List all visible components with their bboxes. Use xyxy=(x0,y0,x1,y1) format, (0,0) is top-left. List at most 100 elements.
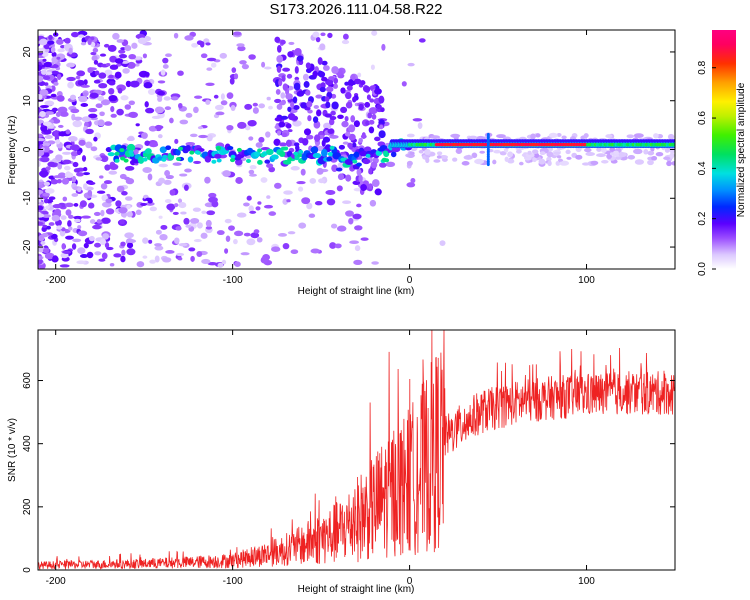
spectrogram-cell xyxy=(329,145,335,150)
spectrogram-cell xyxy=(276,103,283,110)
spectrogram-cell xyxy=(282,83,288,91)
spectrogram-cell xyxy=(59,229,66,237)
spectrogram-cell xyxy=(268,211,277,216)
spectrogram-cell xyxy=(290,101,295,109)
spectrogram-cell xyxy=(51,116,58,121)
y-tick-label: 20 xyxy=(22,46,33,58)
spectrogram-cell xyxy=(486,132,490,137)
spectrogram-cell xyxy=(341,120,349,128)
spectrogram-cell xyxy=(651,155,658,161)
spectrogram-cell xyxy=(479,150,486,154)
spectrogram-cell xyxy=(268,105,273,110)
spectrogram-cell xyxy=(178,202,187,209)
spectrogram-cell xyxy=(62,250,72,255)
spectrogram-cell xyxy=(335,167,343,172)
spectrogram-cell xyxy=(55,139,61,145)
spectrogram-cell xyxy=(436,155,442,159)
spectrogram-cell xyxy=(56,73,62,80)
spectrogram-cell xyxy=(260,177,268,183)
spectrogram-cell xyxy=(667,133,675,140)
spectrogram-cell xyxy=(99,238,107,246)
spectrogram-cell xyxy=(165,145,172,151)
spectrogram-cell xyxy=(345,174,352,182)
spectrogram-cell xyxy=(282,67,291,72)
spectrogram-cell xyxy=(280,92,286,99)
spectrogram-cell xyxy=(406,133,415,138)
spectrogram-cell xyxy=(260,153,266,157)
spectrogram-cell xyxy=(60,215,67,220)
spectrogram-cell xyxy=(142,237,149,244)
spectrogram-cell xyxy=(95,157,103,161)
spectrogram-cell xyxy=(237,45,246,52)
spectrogram-cell xyxy=(67,220,72,228)
spectrogram-cell xyxy=(115,200,122,207)
spectrogram-cell xyxy=(100,99,111,106)
spectrogram-cell xyxy=(38,184,45,189)
spectrogram-cell xyxy=(185,224,192,228)
spectrogram-cell xyxy=(119,148,125,153)
spectrogram-cell xyxy=(344,131,351,137)
spectrogram-cell xyxy=(189,217,200,224)
spectrogram-cell xyxy=(122,68,130,74)
spectrogram-cell xyxy=(42,58,47,62)
spectrogram-cell xyxy=(342,141,349,145)
spectrogram-cell xyxy=(248,169,255,175)
spectrogram-cell xyxy=(455,148,463,154)
spectrogram-cell xyxy=(157,134,163,139)
spectrogram-cell xyxy=(255,206,261,211)
spectrogram-cell xyxy=(326,156,333,162)
x-tick-label: -100 xyxy=(223,576,243,587)
spectrogram-cell xyxy=(337,114,344,120)
spectrogram-cell xyxy=(207,262,218,266)
spectrogram-cell xyxy=(48,222,55,226)
spectrogram-cell xyxy=(348,133,356,141)
spectrogram-cell xyxy=(62,151,72,155)
spectrogram-cell xyxy=(183,217,190,225)
spectrogram-cell xyxy=(290,166,300,171)
spectrogram-cell xyxy=(98,258,106,262)
spectrogram-cell xyxy=(128,53,137,60)
spectrogram-cell xyxy=(59,264,70,268)
spectrogram-cell xyxy=(142,255,148,259)
spectrogram-cell xyxy=(93,211,101,216)
snr-y-ticks: 0 200 400 600 xyxy=(22,372,675,573)
spectrogram-cell xyxy=(504,156,509,162)
spectrogram-cell xyxy=(87,67,94,74)
spectrogram-cell xyxy=(99,175,104,179)
spectrogram-cell xyxy=(68,214,74,219)
spectrogram-cell xyxy=(142,153,148,157)
spectrogram-cell xyxy=(613,150,619,155)
spectrogram-cell xyxy=(370,161,378,169)
spectrogram-cell xyxy=(248,136,254,141)
spectrogram-cell xyxy=(225,235,231,242)
spectrogram-cell xyxy=(360,134,367,139)
spectrogram-cell xyxy=(105,63,111,67)
spectrogram-cell xyxy=(191,42,199,48)
spectrogram-cell xyxy=(222,170,231,178)
spectrogram-cell xyxy=(596,147,602,152)
spectrogram-cell xyxy=(499,151,507,156)
spectrogram-cell xyxy=(187,156,194,163)
spectrogram-cell xyxy=(169,117,174,124)
spectrogram-cell xyxy=(105,147,112,153)
spectrogram-cell xyxy=(503,147,509,153)
spectrogram-cell xyxy=(82,172,90,176)
spectrogram-cell xyxy=(87,189,93,197)
spectrogram-cell xyxy=(38,149,45,157)
spectrogram-cell xyxy=(133,149,139,155)
spectrogram-cell xyxy=(322,136,331,143)
spectrogram-cell xyxy=(71,243,77,250)
spectrogram-cell xyxy=(336,225,347,232)
spectrogram-cell xyxy=(50,93,57,98)
spectrogram-cell xyxy=(452,157,458,162)
spectrogram-cell xyxy=(315,94,323,99)
spectrogram-cell xyxy=(226,92,234,99)
spectrogram-cell xyxy=(406,160,413,166)
spectrogram-cell xyxy=(120,241,126,247)
spectrogram-cell xyxy=(129,152,135,157)
spectrogram-cell xyxy=(293,82,301,91)
spectrogram-cell xyxy=(77,187,82,193)
spectrogram-cell xyxy=(468,135,478,140)
y-tick-label: 400 xyxy=(22,435,33,452)
spectrogram-cell xyxy=(108,80,116,86)
